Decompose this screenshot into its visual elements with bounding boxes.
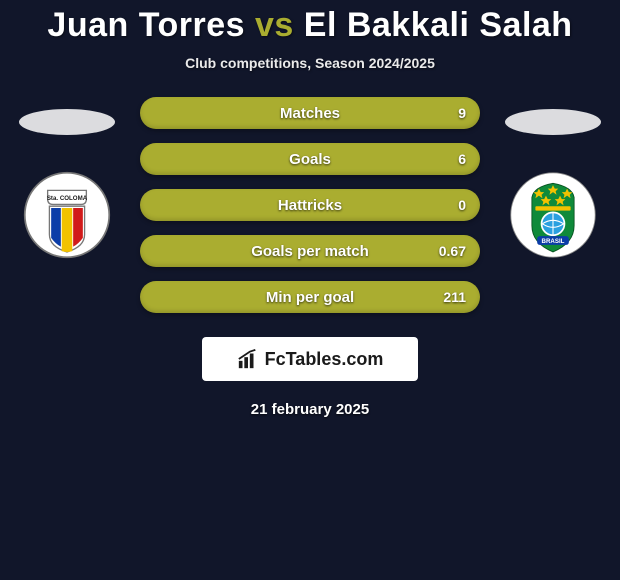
shield-icon: Sta. COLOMA <box>23 171 111 259</box>
stat-right-value: 0 <box>458 197 466 213</box>
svg-text:BRASIL: BRASIL <box>542 238 565 245</box>
brand-text: FcTables.com <box>265 349 384 370</box>
stat-label: Matches <box>280 105 340 122</box>
stat-row-goals: Goals 6 <box>140 143 480 175</box>
shield-icon: BRASIL <box>509 171 597 259</box>
stat-label: Goals per match <box>251 243 369 260</box>
comparison-row: Sta. COLOMA Matches 9 Goals 6 <box>0 97 620 313</box>
stat-row-matches: Matches 9 <box>140 97 480 129</box>
stat-row-min-per-goal: Min per goal 211 <box>140 281 480 313</box>
side-right: BRASIL <box>498 97 608 259</box>
stats-column: Matches 9 Goals 6 Hattricks 0 Goals per … <box>140 97 480 313</box>
player-b-photo <box>505 109 601 135</box>
side-left: Sta. COLOMA <box>12 97 122 259</box>
title-vs: vs <box>255 6 294 44</box>
svg-text:Sta. COLOMA: Sta. COLOMA <box>47 195 88 202</box>
stat-label: Hattricks <box>278 197 342 214</box>
stat-right-value: 211 <box>443 289 466 305</box>
bar-chart-icon <box>237 348 259 370</box>
stat-row-hattricks: Hattricks 0 <box>140 189 480 221</box>
stat-right-value: 9 <box>458 105 466 121</box>
player-a-photo <box>19 109 115 135</box>
stat-right-value: 6 <box>458 151 466 167</box>
brand-box: FcTables.com <box>202 337 418 381</box>
stat-label: Min per goal <box>266 289 354 306</box>
page-title: Juan Torres vs El Bakkali Salah <box>0 6 620 45</box>
title-player-a: Juan Torres <box>47 6 245 44</box>
club-badge-left: Sta. COLOMA <box>23 171 111 259</box>
club-badge-right: BRASIL <box>509 171 597 259</box>
title-player-b: El Bakkali Salah <box>304 6 573 44</box>
subtitle: Club competitions, Season 2024/2025 <box>0 55 620 71</box>
stat-label: Goals <box>289 151 331 168</box>
stat-right-value: 0.67 <box>439 243 466 259</box>
stat-row-goals-per-match: Goals per match 0.67 <box>140 235 480 267</box>
comparison-date: 21 february 2025 <box>0 401 620 418</box>
